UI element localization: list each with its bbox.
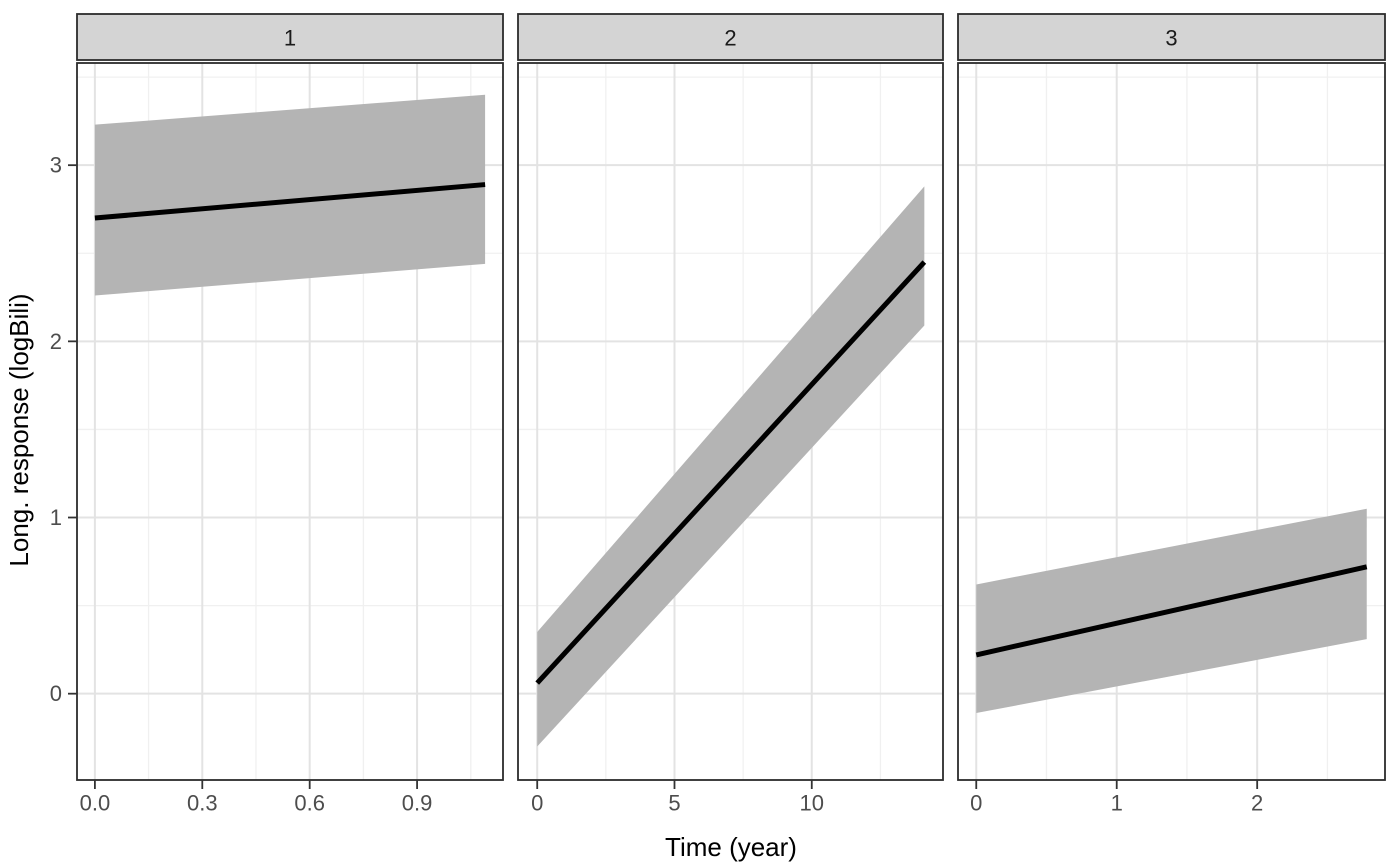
facet-strip	[957, 13, 1386, 61]
fitted-line	[975, 564, 1368, 658]
x-tick-label: 0.6	[294, 791, 325, 816]
facet-panel-3: 3 0 1 2	[957, 13, 1386, 816]
x-tick-label: 10	[800, 791, 824, 816]
y-axis-ticks: 0 1 2 3	[50, 153, 77, 706]
facet-strip-label: 2	[724, 26, 736, 51]
confidence-ribbon	[94, 94, 486, 296]
x-tick-label: 0	[531, 791, 543, 816]
x-tick-label: 0.0	[80, 791, 111, 816]
facet-strip	[517, 13, 944, 61]
x-tick-label: 0.3	[187, 791, 218, 816]
x-tick-label: 5	[668, 791, 680, 816]
y-tick-label: 0	[50, 681, 62, 706]
x-axis-title: Time (year)	[665, 832, 797, 862]
panel-border	[517, 62, 944, 781]
facet-strip	[76, 13, 504, 61]
fitted-line	[94, 182, 486, 221]
x-tick-label: 1	[1111, 791, 1123, 816]
facet-panel-2: 2 0 5 10	[517, 13, 944, 816]
panel-border	[957, 62, 1386, 781]
panel-border	[76, 62, 504, 781]
x-axis-ticks: 0 5 10	[531, 780, 824, 816]
facet-strip-label: 1	[284, 26, 296, 51]
confidence-ribbon	[537, 186, 925, 747]
y-tick-label: 1	[50, 505, 62, 530]
y-tick-label: 3	[50, 153, 62, 178]
x-axis-ticks: 0.0 0.3 0.6 0.9	[80, 780, 433, 816]
fitted-line	[535, 260, 927, 685]
facet-strip-label: 3	[1165, 26, 1177, 51]
x-tick-label: 0	[970, 791, 982, 816]
y-axis-title: Long. response (logBili)	[4, 293, 34, 566]
x-axis-ticks: 0 1 2	[970, 780, 1263, 816]
facet-panel-1: 1 0.0 0.3 0.6 0.9 0 1 2 3	[50, 13, 504, 816]
y-tick-label: 2	[50, 329, 62, 354]
x-tick-label: 0.9	[402, 791, 433, 816]
x-tick-label: 2	[1251, 791, 1263, 816]
